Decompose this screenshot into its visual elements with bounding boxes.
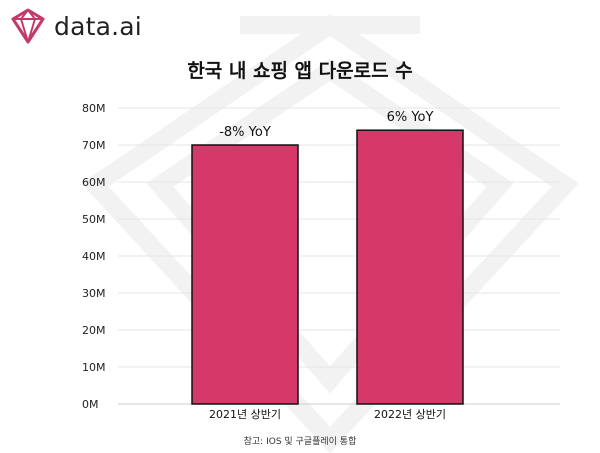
y-tick-label: 60M [82,176,106,189]
x-tick-label: 2022년 상반기 [374,408,446,421]
y-tick-label: 50M [82,213,106,226]
bar-annotation: -8% YoY [219,125,271,140]
bar [191,144,299,405]
chart-title: 한국 내 쇼핑 앱 다운로드 수 [187,60,413,82]
source-note: 참고: IOS 및 구글플레이 통합 [243,437,357,447]
y-tick-label: 70M [82,139,106,152]
x-tick-label: 2021년 상반기 [209,408,281,421]
logo-text: data.ai [54,11,142,41]
y-tick-label: 20M [82,324,106,337]
y-tick-label: 0M [82,398,99,411]
y-tick-label: 30M [82,287,106,300]
y-tick-label: 10M [82,361,106,374]
y-tick-label: 40M [82,250,106,263]
bar [356,129,464,405]
y-tick-label: 80M [82,102,106,115]
logo: data.ai [10,8,142,44]
diamond-logo-icon [11,8,45,44]
bar-annotation: 6% YoY [387,110,434,125]
